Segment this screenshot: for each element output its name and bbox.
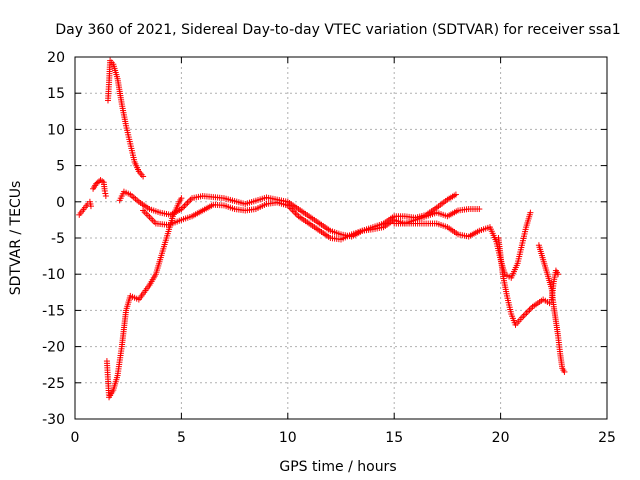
axis-ticks: 0 5 10 15 20 25 20 15 10 5 0 -5 -10 -15 -20 -25 -30: [42, 50, 616, 446]
y-tick-label: -30: [42, 412, 65, 428]
data-point: [102, 190, 109, 197]
data-point: [476, 206, 483, 213]
y-tick-label: 20: [47, 50, 65, 66]
y-tick-label: 10: [47, 122, 65, 138]
data-point: [178, 195, 185, 202]
series-arc-rising-early: [90, 177, 109, 200]
data-point: [546, 300, 553, 307]
y-tick-label: 5: [56, 159, 65, 175]
data-point: [140, 173, 147, 180]
y-tick-label: -15: [42, 303, 65, 319]
data-point: [528, 305, 534, 312]
data-point: [102, 193, 109, 200]
data-point: [452, 191, 459, 198]
x-tick-label: 10: [279, 430, 297, 446]
data-point: [182, 201, 189, 208]
data-point: [101, 187, 108, 194]
series-arc-rising-from-bottom: [103, 195, 185, 401]
data-point: [87, 203, 94, 210]
data-point: [527, 209, 534, 216]
x-tick-label: 5: [177, 430, 186, 446]
x-tick-label: 15: [385, 430, 403, 446]
data-point: [526, 306, 533, 313]
data-point: [521, 311, 528, 318]
data-point: [520, 313, 527, 320]
x-tick-label: 20: [492, 430, 510, 446]
series-arc-isolated: [76, 198, 94, 218]
chart-title: Day 360 of 2021, Sidereal Day-to-day VTE…: [55, 22, 620, 38]
data-point: [555, 271, 562, 278]
data-point: [561, 368, 568, 375]
data-point: [186, 198, 192, 205]
data-point: [524, 308, 531, 315]
data-points: [76, 57, 568, 401]
x-axis-title: GPS time / hours: [279, 459, 396, 475]
data-point: [181, 202, 188, 209]
y-tick-label: -5: [51, 231, 65, 247]
y-tick-label: -10: [42, 267, 65, 283]
y-tick-label: -20: [42, 340, 65, 356]
data-point: [184, 199, 191, 206]
series-arc-falling-steep: [104, 57, 147, 180]
series-arc-central-lower: [140, 199, 483, 243]
series-arc-late-lower-b: [495, 235, 553, 328]
series-arc-late-right: [535, 242, 568, 375]
x-tick-label: 25: [598, 430, 616, 446]
data-point: [523, 309, 530, 316]
data-point: [293, 211, 300, 218]
y-tick-label: 15: [47, 86, 65, 102]
x-tick-label: 0: [71, 430, 80, 446]
series-arc-late-right-b: [548, 267, 562, 303]
series-arc-late-lower: [391, 209, 534, 281]
y-axis-title: SDTVAR / TECUs: [8, 181, 24, 296]
data-point: [292, 210, 299, 217]
y-tick-label: 0: [56, 195, 65, 211]
y-tick-label: -25: [42, 376, 65, 392]
